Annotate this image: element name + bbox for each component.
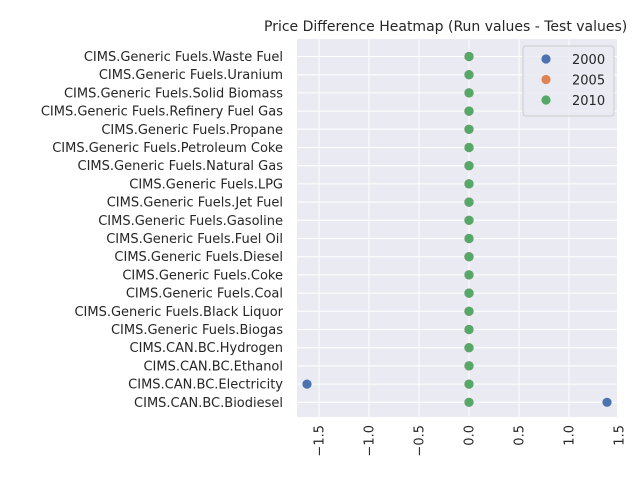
point-2010 <box>464 106 474 116</box>
point-2010 <box>464 252 474 262</box>
y-tick-label: CIMS.CAN.BC.Hydrogen <box>130 341 283 356</box>
point-2010 <box>464 343 474 353</box>
y-tick-label: CIMS.Generic Fuels.Propane <box>101 123 283 138</box>
y-tick-labels: CIMS.Generic Fuels.Waste Fuel CIMS.Generi… <box>41 50 284 411</box>
point-2010 <box>464 51 474 62</box>
x-tick-label: 1.5 <box>613 425 628 446</box>
y-tick-label: CIMS.Generic Fuels.Waste Fuel <box>84 50 283 65</box>
point-2010 <box>464 88 474 98</box>
x-tick-label: −1.0 <box>363 425 378 457</box>
point-2000 <box>602 397 612 407</box>
y-tick-label: CIMS.Generic Fuels.Gasoline <box>98 214 283 229</box>
y-tick-label: CIMS.Generic Fuels.LPG <box>129 177 283 192</box>
y-tick-label: CIMS.Generic Fuels.Natural Gas <box>78 159 284 174</box>
x-tick-label: 0.0 <box>463 425 478 446</box>
legend-entry: 2010 <box>572 94 605 109</box>
y-tick-label: CIMS.CAN.BC.Electricity <box>128 378 283 393</box>
y-tick-label: CIMS.Generic Fuels.Refinery Fuel Gas <box>41 105 283 120</box>
y-tick-label: CIMS.Generic Fuels.Black Liquor <box>74 305 283 320</box>
chart-title: Price Difference Heatmap (Run values - T… <box>264 19 627 35</box>
y-tick-label: CIMS.Generic Fuels.Biogas <box>111 323 283 338</box>
x-tick-label: −0.5 <box>413 425 428 457</box>
point-2010 <box>464 197 474 207</box>
point-2010 <box>464 161 474 171</box>
x-tick-labels: −1.5 −1.0 −0.5 0.0 0.5 1.0 1.5 <box>313 425 628 457</box>
point-2010 <box>464 70 474 80</box>
point-2010 <box>464 179 474 189</box>
legend-marker <box>541 54 551 64</box>
point-2010 <box>464 215 474 225</box>
point-2010 <box>464 233 474 244</box>
x-tick-label: 0.5 <box>513 425 528 446</box>
point-2010 <box>464 142 474 153</box>
x-tick-label: −1.5 <box>313 425 328 457</box>
point-2010 <box>464 361 474 371</box>
x-tick-label: 1.0 <box>563 425 578 446</box>
legend-marker <box>541 95 551 105</box>
y-tick-label: CIMS.CAN.BC.Biodiesel <box>134 396 283 411</box>
y-tick-label: CIMS.Generic Fuels.Coke <box>122 268 283 283</box>
legend-entry: 2005 <box>572 74 605 89</box>
point-2010 <box>464 397 474 407</box>
y-tick-label: CIMS.Generic Fuels.Solid Biomass <box>64 86 283 101</box>
y-tick-label: CIMS.Generic Fuels.Petroleum Coke <box>52 141 283 156</box>
point-2000 <box>302 379 312 389</box>
y-tick-label: CIMS.Generic Fuels.Coal <box>126 287 283 302</box>
point-2010 <box>464 379 474 389</box>
point-2010 <box>464 306 474 316</box>
y-tick-label: CIMS.CAN.BC.Ethanol <box>143 359 283 374</box>
y-tick-label: CIMS.Generic Fuels.Jet Fuel <box>107 196 283 211</box>
y-tick-label: CIMS.Generic Fuels.Fuel Oil <box>106 232 283 247</box>
legend-entry: 2000 <box>572 53 605 68</box>
y-tick-label: CIMS.Generic Fuels.Diesel <box>114 250 283 265</box>
point-2010 <box>464 288 474 298</box>
y-tick-label: CIMS.Generic Fuels.Uranium <box>99 68 283 83</box>
point-2010 <box>464 124 474 134</box>
point-2010 <box>464 324 474 335</box>
legend: 2000 2005 2010 <box>522 45 615 117</box>
data-points <box>302 51 612 407</box>
legend-marker <box>541 74 551 85</box>
point-2010 <box>464 270 474 280</box>
